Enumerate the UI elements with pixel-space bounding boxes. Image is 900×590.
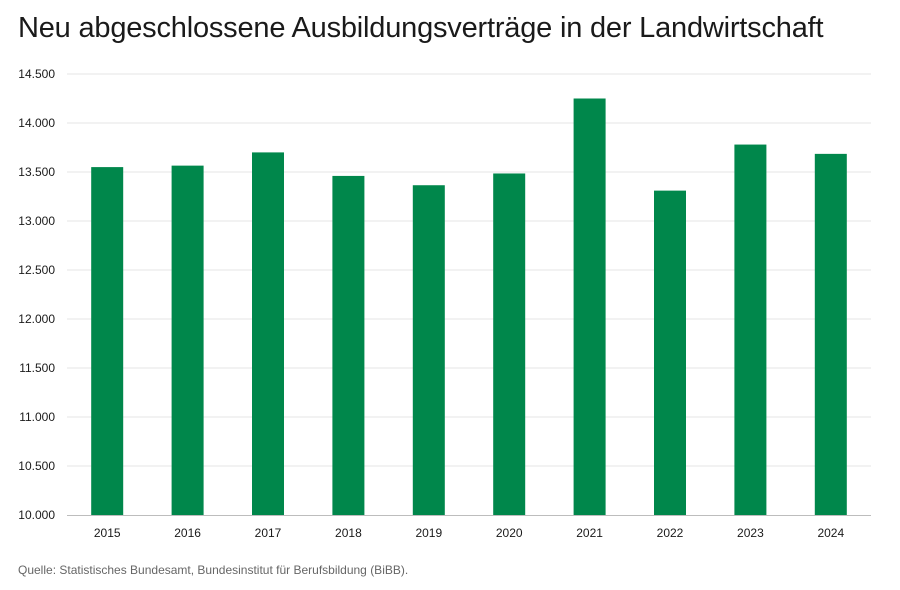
bar-2017 [252, 152, 284, 515]
y-tick-label: 11.500 [19, 361, 55, 375]
bar-2024 [814, 153, 847, 515]
bar-2018 [332, 175, 365, 516]
x-tick-label: 2024 [817, 526, 844, 540]
y-tick-label: 10.500 [18, 459, 55, 473]
y-tick-label: 14.000 [18, 116, 55, 130]
x-tick-label: 2016 [174, 526, 201, 540]
x-axis-tick-labels: 2015 2016 2017 2018 2019 2020 2021 2022 2023 2024 [94, 526, 845, 540]
bar-2019 [412, 185, 445, 516]
x-tick-label: 2023 [737, 526, 764, 540]
y-tick-label: 13.500 [18, 165, 55, 179]
bar-2016 [171, 165, 204, 515]
x-tick-label: 2018 [335, 526, 362, 540]
x-tick-label: 2019 [415, 526, 442, 540]
bar-2022 [654, 190, 686, 515]
bar-2023 [734, 144, 767, 515]
bar-2020 [493, 173, 526, 515]
y-tick-label: 12.500 [18, 263, 55, 277]
y-tick-label: 10.000 [18, 508, 55, 522]
chart-title: Neu abgeschlossene Ausbildungsverträge i… [18, 12, 824, 44]
x-tick-label: 2021 [576, 526, 603, 540]
x-tick-label: 2015 [94, 526, 121, 540]
y-tick-label: 13.000 [18, 214, 55, 228]
bar-2015 [91, 167, 124, 515]
y-tick-label: 14.500 [18, 67, 55, 81]
x-tick-label: 2022 [657, 526, 684, 540]
x-tick-label: 2017 [255, 526, 282, 540]
y-tick-label: 11.000 [19, 410, 55, 424]
bars [91, 98, 847, 516]
source-note: Quelle: Statistisches Bundesamt, Bundesi… [18, 563, 409, 577]
bar-2021 [573, 98, 606, 515]
y-tick-label: 12.000 [18, 312, 55, 326]
y-axis-tick-labels: 10.000 10.500 11.000 11.500 12.000 12.500 13.0… [18, 67, 55, 522]
x-tick-label: 2020 [496, 526, 523, 540]
